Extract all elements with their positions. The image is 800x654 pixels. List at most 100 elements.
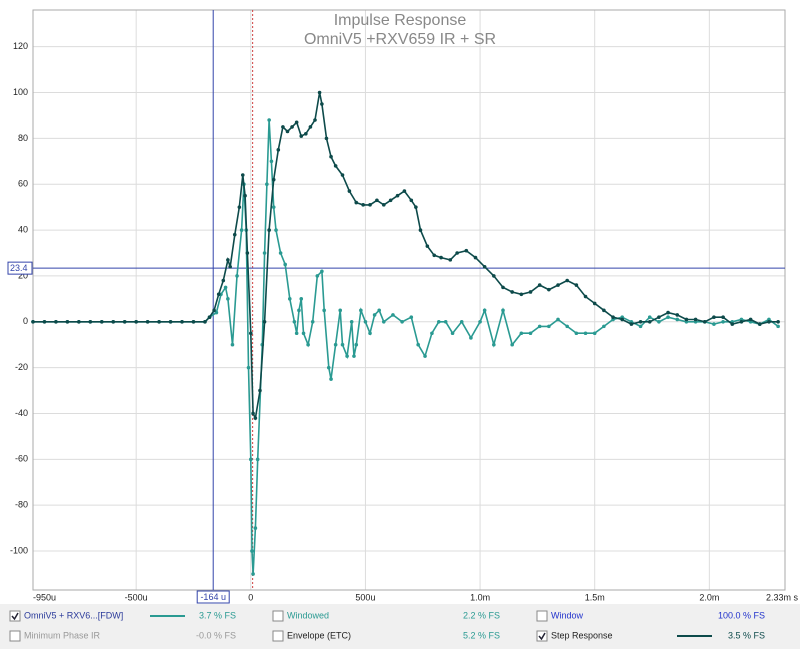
data-point [310, 319, 315, 324]
x-tick-label: 1.5m [585, 592, 605, 602]
data-point [414, 205, 418, 209]
x-tick-label: 1.0m [470, 592, 490, 602]
data-point [501, 285, 505, 290]
y-tick-label: 60 [18, 179, 28, 189]
chart-title: Impulse Response [334, 12, 467, 29]
data-point [473, 255, 478, 260]
legend-checkbox[interactable] [272, 610, 284, 622]
data-point [207, 315, 212, 319]
data-point [304, 131, 308, 136]
x-tick-label: -950u [33, 592, 56, 602]
data-point [287, 297, 292, 301]
legend-checkbox[interactable] [272, 630, 284, 642]
data-point [359, 308, 363, 313]
data-point [459, 319, 464, 324]
data-point [352, 354, 356, 358]
data-point [315, 274, 320, 278]
data-point [400, 319, 404, 324]
legend-checkbox[interactable] [536, 630, 548, 642]
data-point [395, 193, 400, 198]
cursor-x-label: -164 u [200, 592, 226, 602]
data-point [281, 125, 285, 129]
legend-reading: 3.5 % FS [728, 630, 765, 640]
data-point [450, 331, 455, 336]
data-point [430, 331, 434, 336]
data-point [292, 319, 297, 324]
data-point [388, 198, 393, 203]
data-point [574, 283, 579, 287]
data-point [469, 336, 473, 340]
data-point [345, 354, 349, 358]
data-point [253, 526, 258, 530]
data-point [416, 342, 420, 347]
data-point [409, 198, 414, 203]
legend-label: Window [551, 610, 584, 620]
data-point [492, 342, 496, 347]
data-point [730, 322, 735, 326]
data-point [439, 255, 443, 260]
data-point [602, 324, 606, 329]
data-point [306, 342, 310, 347]
data-point [294, 331, 299, 336]
data-point [230, 342, 235, 347]
legend-checkbox[interactable] [9, 610, 21, 622]
data-point [647, 315, 652, 319]
data-point [122, 319, 127, 324]
data-point [757, 322, 762, 326]
data-point [340, 173, 345, 177]
legend-reading: 2.2 % FS [463, 610, 500, 620]
data-point [329, 377, 333, 381]
data-point [320, 102, 324, 106]
data-point [702, 319, 707, 324]
data-point [629, 322, 634, 326]
data-point [349, 319, 354, 324]
data-point [381, 319, 386, 324]
data-point [565, 278, 569, 283]
data-point [432, 253, 437, 258]
data-point [354, 200, 359, 205]
data-point [65, 319, 70, 324]
data-point [368, 203, 372, 207]
data-point [258, 388, 262, 393]
data-point [368, 331, 372, 336]
data-point [583, 294, 588, 299]
data-point [423, 354, 427, 358]
data-point [228, 264, 232, 269]
legend-checkbox[interactable] [9, 630, 21, 642]
legend-check [538, 632, 546, 641]
legend-checkbox[interactable] [536, 610, 548, 622]
legend-label: Step Response [551, 630, 613, 640]
y-tick-label: -100 [10, 545, 28, 555]
data-point [290, 125, 294, 129]
data-point [425, 244, 430, 248]
data-point [255, 457, 260, 462]
data-point [739, 319, 744, 324]
data-point [42, 319, 47, 324]
data-point [620, 317, 625, 322]
data-point [271, 205, 276, 209]
x-tick-label: 2.33m s [766, 592, 799, 602]
data-point [565, 324, 569, 329]
data-point [333, 164, 338, 168]
data-point [391, 313, 395, 317]
series-line [33, 119, 779, 575]
chart-subtitle: OmniV5 +RXV659 IR + SR [304, 31, 496, 48]
x-tick-label: 0 [248, 592, 253, 602]
data-point [443, 319, 448, 324]
data-point [693, 317, 698, 322]
data-point [464, 248, 469, 253]
data-point [157, 319, 161, 324]
data-point [375, 198, 379, 203]
data-point [54, 319, 58, 324]
data-point [574, 331, 579, 336]
data-point [482, 264, 487, 269]
legend-label: Envelope (ETC) [287, 630, 351, 640]
cursor-y-label-box [7, 261, 33, 275]
data-point [235, 274, 239, 278]
data-point [317, 90, 322, 95]
data-point [492, 274, 496, 278]
data-point [265, 182, 269, 187]
data-point [308, 125, 313, 129]
data-point [111, 319, 116, 324]
